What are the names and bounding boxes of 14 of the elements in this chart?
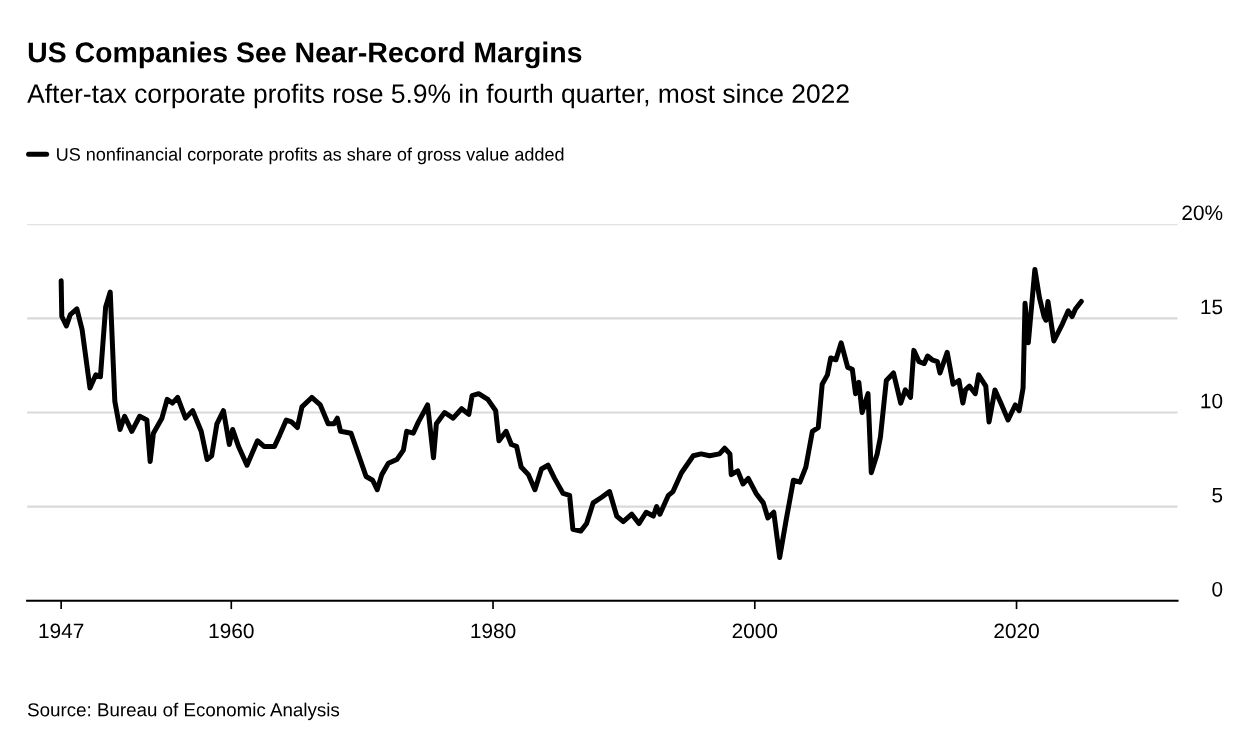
legend-label: US nonfinancial corporate profits as share of gross value added [57, 147, 564, 165]
y-tick-label: 20% [1182, 205, 1223, 221]
x-tick-label: 1947 [39, 623, 84, 639]
chart-subtitle: After-tax corporate profits rose 5.9% in fourth quarter, most since 2022 [27, 83, 849, 109]
source-note: Source: Bureau of Economic Analysis [27, 702, 340, 721]
y-tick-label: 10 [1201, 393, 1223, 409]
y-tick-label: 15 [1201, 299, 1223, 315]
x-tick-label: 2000 [732, 623, 778, 639]
x-tick-label: 1960 [209, 623, 254, 639]
y-tick-label: 5 [1212, 487, 1223, 503]
y-tick-label: 0 [1212, 581, 1223, 597]
chart-title: US Companies See Near-Record Margins [28, 41, 582, 69]
x-tick-label: 2020 [994, 623, 1039, 639]
x-tick-label: 1980 [471, 623, 516, 639]
